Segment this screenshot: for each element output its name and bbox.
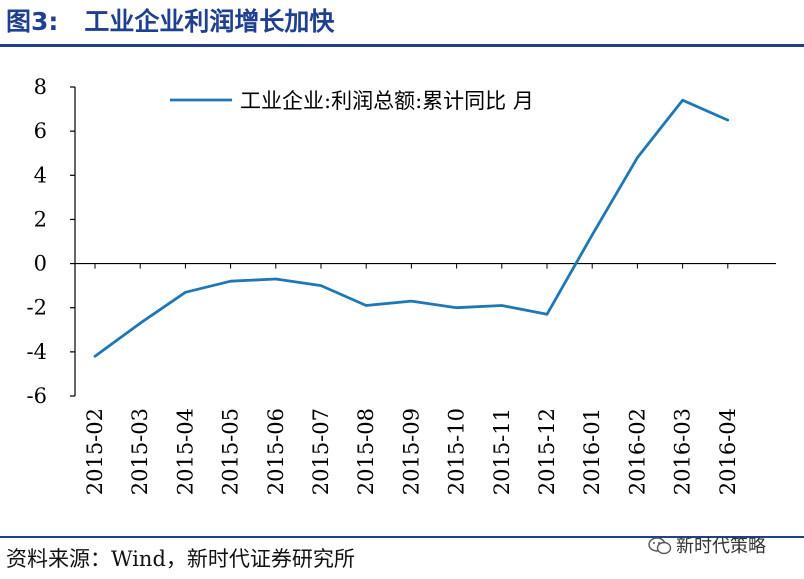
watermark: 新时代策略 bbox=[648, 530, 766, 564]
legend-label: 工业企业:利润总额:累计同比 月 bbox=[240, 89, 534, 113]
y-tick-label: -4 bbox=[27, 340, 47, 364]
y-tick-label: -2 bbox=[27, 296, 47, 320]
watermark-text: 新时代策略 bbox=[676, 536, 766, 557]
y-tick-label: 4 bbox=[34, 163, 47, 187]
figure-number: 图3: bbox=[6, 7, 59, 36]
figure-title-text: 工业企业利润增长加快 bbox=[84, 7, 335, 36]
x-tick-label: 2016-03 bbox=[671, 408, 695, 495]
line-chart: 8 6 4 2 0 -2 -4 -6 2015-02 2015-03 2015-04 2015-05 2… bbox=[27, 75, 776, 495]
x-tick-label: 2016-04 bbox=[716, 408, 740, 495]
source-divider bbox=[0, 536, 804, 538]
x-tick-label: 2015-04 bbox=[173, 408, 197, 495]
series-line bbox=[93, 98, 730, 358]
x-tick-label: 2015-09 bbox=[399, 408, 423, 495]
x-tick-label: 2015-11 bbox=[490, 408, 514, 495]
y-tick-label: 8 bbox=[34, 75, 47, 99]
x-tick-label: 2015-06 bbox=[264, 408, 288, 495]
y-tick-label: -6 bbox=[27, 384, 47, 408]
x-tick-label: 2015-07 bbox=[309, 408, 333, 495]
x-tick-label: 2015-08 bbox=[354, 408, 378, 495]
x-tick-label: 2016-01 bbox=[580, 408, 604, 495]
title-divider bbox=[0, 44, 804, 47]
figure-title: 图3: 工业企业利润增长加快 bbox=[6, 2, 334, 42]
source-note: 资料来源：Wind，新时代证券研究所 bbox=[6, 547, 355, 571]
x-tick-label: 2015-02 bbox=[83, 408, 107, 495]
y-tick-label: 6 bbox=[34, 119, 47, 143]
x-tick-label: 2015-03 bbox=[128, 408, 152, 495]
x-tick-label: 2015-12 bbox=[535, 408, 559, 495]
y-tick-label: 0 bbox=[34, 252, 47, 276]
y-tick-label: 2 bbox=[34, 207, 47, 231]
x-tick-label: 2015-05 bbox=[219, 408, 243, 495]
x-tick-label: 2015-10 bbox=[445, 408, 469, 495]
x-tick-label: 2016-02 bbox=[625, 408, 649, 495]
wechat-icon bbox=[648, 537, 672, 555]
